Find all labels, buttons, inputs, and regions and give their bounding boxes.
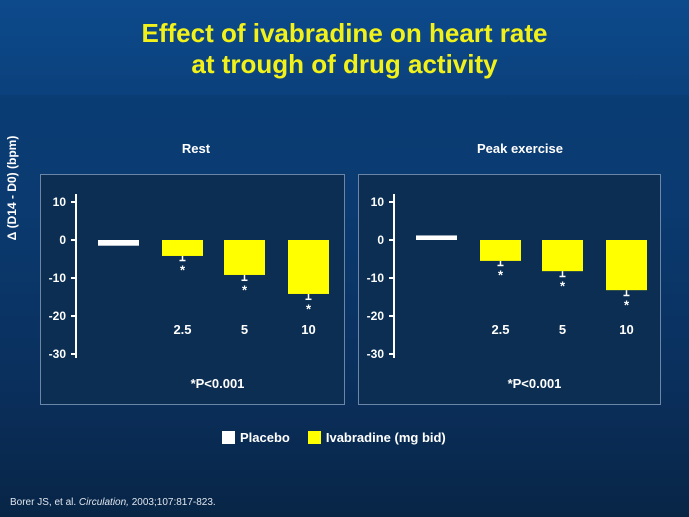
bar-placebo: [416, 235, 457, 240]
bar-ivabradine-10: [606, 240, 647, 291]
legend-label-placebo: Placebo: [240, 430, 290, 445]
legend-item-placebo: Placebo: [222, 430, 290, 445]
panel-title-rest: Rest: [181, 141, 211, 156]
y-tick-label: -30: [367, 347, 385, 361]
slide-title: Effect of ivabradine on heart rate at tr…: [0, 18, 689, 80]
chart-peak-exercise: 10 0 -10 -20 -30 * 2.5 * 5 * 10 *P<0.001: [358, 174, 661, 405]
legend: Placebo Ivabradine (mg bid): [222, 430, 464, 445]
category-label: 5: [559, 322, 566, 337]
legend-label-ivabradine: Ivabradine (mg bid): [325, 430, 446, 445]
chart-rest: 10 0 -10 -20 -30 * 2.5 * 5 * 10 *P<0.001: [40, 174, 345, 405]
y-tick-label: -20: [367, 309, 385, 323]
bar-ivabradine-10: [288, 240, 329, 294]
legend-item-ivabradine: Ivabradine (mg bid): [307, 430, 446, 445]
title-band: [0, 0, 689, 95]
bar-placebo: [98, 240, 139, 246]
title-line-1: Effect of ivabradine on heart rate: [141, 18, 548, 48]
y-axis-label: Δ (D14 - D0) (bpm): [5, 135, 19, 241]
panel-title-peak-exercise: Peak exercise: [476, 141, 564, 156]
citation-authors: Borer JS, et al.: [10, 497, 77, 508]
y-tick-label: 10: [371, 195, 385, 209]
significance-marker: *: [242, 282, 248, 297]
significance-marker: *: [306, 301, 312, 316]
footnote: *P<0.001: [508, 376, 562, 391]
category-label: 2.5: [173, 322, 191, 337]
y-tick-label: -10: [49, 271, 67, 285]
bar-ivabradine-2.5: [162, 240, 203, 256]
footnote: *P<0.001: [191, 376, 245, 391]
title-line-2: at trough of drug activity: [191, 49, 498, 79]
y-tick-label: -20: [49, 309, 67, 323]
bar-ivabradine-5: [224, 240, 265, 275]
significance-marker: *: [180, 263, 186, 278]
citation-ref: 2003;107:817-823.: [131, 497, 216, 508]
bar-ivabradine-5: [542, 240, 583, 272]
category-label: 5: [241, 322, 248, 337]
significance-marker: *: [560, 278, 566, 293]
y-tick-label: 0: [59, 233, 66, 247]
category-label: 10: [301, 322, 315, 337]
y-tick-label: -30: [49, 347, 67, 361]
y-tick-label: 10: [53, 195, 67, 209]
significance-marker: *: [498, 267, 504, 282]
citation: Borer JS, et al. Circulation, 2003;107:8…: [10, 497, 216, 508]
y-tick-label: -10: [367, 271, 385, 285]
citation-journal: Circulation,: [78, 497, 129, 508]
category-label: 2.5: [491, 322, 509, 337]
significance-marker: *: [624, 297, 630, 312]
y-tick-label: 0: [377, 233, 384, 247]
category-label: 10: [619, 322, 633, 337]
bar-ivabradine-2.5: [480, 240, 521, 261]
legend-swatch-ivabradine: [307, 431, 321, 444]
legend-swatch-placebo: [222, 431, 235, 444]
